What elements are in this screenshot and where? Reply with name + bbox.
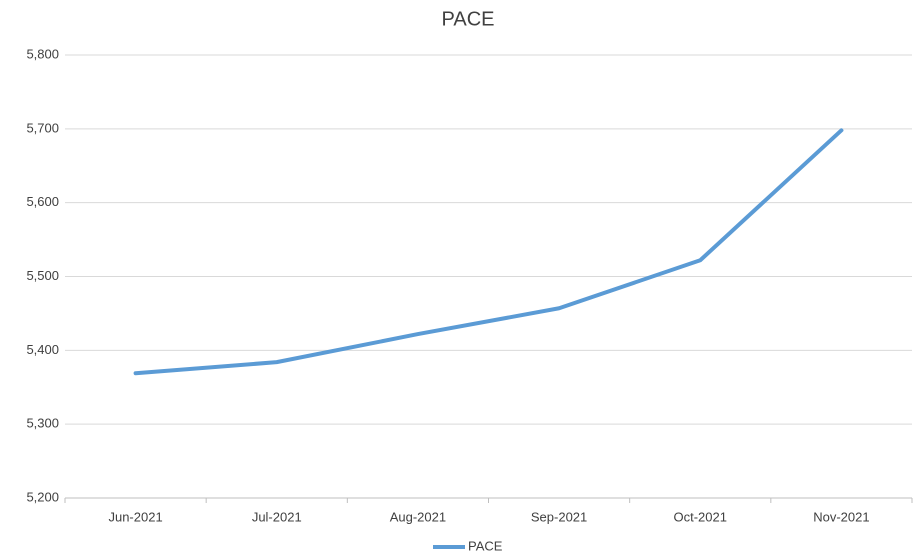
y-tick-label: 5,600 bbox=[26, 194, 59, 209]
y-tick-label: 5,300 bbox=[26, 416, 59, 431]
x-tick-label: Sep-2021 bbox=[531, 509, 587, 524]
y-tick-label: 5,800 bbox=[26, 46, 59, 61]
x-tick-label: Oct-2021 bbox=[674, 509, 727, 524]
y-tick-label: 5,200 bbox=[26, 489, 59, 504]
x-tick-label: Jul-2021 bbox=[252, 509, 302, 524]
x-tick-label: Aug-2021 bbox=[390, 509, 446, 524]
y-tick-label: 5,700 bbox=[26, 120, 59, 135]
line-series bbox=[133, 128, 844, 376]
x-tick-label: Jun-2021 bbox=[108, 509, 162, 524]
legend-label: PACE bbox=[468, 538, 503, 553]
chart-title: PACE bbox=[442, 8, 495, 30]
y-tick-label: 5,500 bbox=[26, 268, 59, 283]
y-tick-label: 5,400 bbox=[26, 342, 59, 357]
x-tick-label: Nov-2021 bbox=[813, 509, 869, 524]
